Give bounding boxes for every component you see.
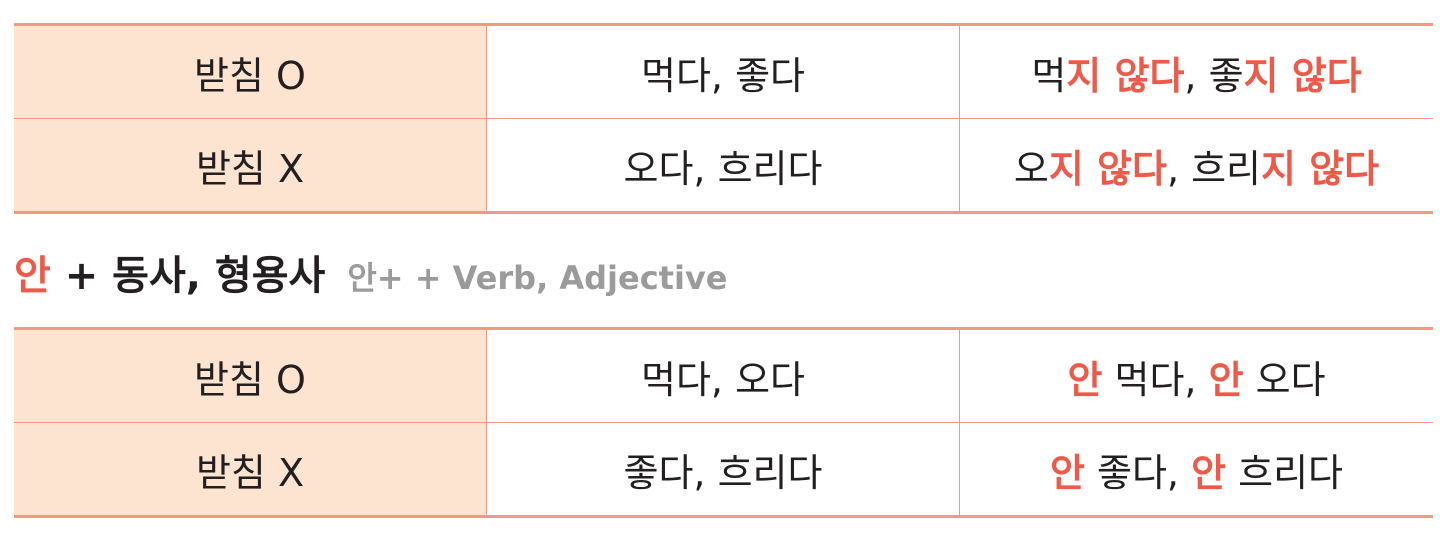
- negated-segment: , 흐리: [1166, 146, 1262, 191]
- negated-segment-highlight: 안: [1049, 450, 1085, 495]
- negated-segment: 좋다,: [1084, 450, 1192, 495]
- base-form-cell: 좋다, 흐리다: [486, 422, 960, 518]
- batchim-label-cell: 받침 O: [14, 327, 487, 423]
- table-row: 받침 X 좋다, 흐리다 안 좋다, 안 흐리다: [14, 422, 1433, 518]
- negated-segment-highlight: 안: [1067, 357, 1103, 402]
- heading-an: 안: [14, 253, 51, 299]
- heading-subtitle: 안+ + Verb, Adjective: [347, 259, 728, 297]
- table-row: 받침 O 먹다, 오다 안 먹다, 안 오다: [14, 327, 1433, 423]
- negated-form-cell: 오지 않다, 흐리지 않다: [959, 118, 1433, 214]
- table-row: 받침 O 먹다, 좋다 먹지 않다, 좋지 않다: [14, 23, 1433, 119]
- negated-form-cell: 먹지 않다, 좋지 않다: [959, 23, 1433, 119]
- negated-segment-highlight: 지 않다: [1261, 146, 1380, 191]
- negated-form-cell: 안 먹다, 안 오다: [959, 327, 1433, 423]
- negated-segment-highlight: 지 않다: [1066, 53, 1185, 98]
- negated-segment: 먹: [1031, 53, 1067, 98]
- heading-rest: + 동사, 형용사: [50, 253, 326, 299]
- negated-segment-highlight: 안: [1191, 450, 1227, 495]
- negated-segment: 오: [1013, 146, 1049, 191]
- base-form-cell: 먹다, 오다: [486, 327, 960, 423]
- negated-segment: 먹다,: [1102, 357, 1209, 402]
- heading-title: 안 + 동사, 형용사: [14, 243, 325, 301]
- negated-segment-highlight: 지 않다: [1048, 146, 1167, 191]
- negated-segment-highlight: 지 않다: [1243, 53, 1362, 98]
- negated-segment-highlight: 안: [1208, 357, 1244, 402]
- base-form-cell: 먹다, 좋다: [486, 23, 960, 119]
- negated-segment: 오다: [1243, 357, 1326, 402]
- table-row: 받침 X 오다, 흐리다 오지 않다, 흐리지 않다: [14, 118, 1433, 214]
- negation-table-an: 받침 O 먹다, 오다 안 먹다, 안 오다 받침 X 좋다, 흐리다 안 좋다…: [14, 327, 1433, 518]
- base-form-cell: 오다, 흐리다: [486, 118, 960, 214]
- negated-segment: 흐리다: [1226, 450, 1344, 495]
- section-heading: 안 + 동사, 형용사 안+ + Verb, Adjective: [14, 243, 728, 303]
- negated-form-cell: 안 좋다, 안 흐리다: [959, 422, 1433, 518]
- negated-segment: , 좋: [1184, 53, 1244, 98]
- batchim-label-cell: 받침 O: [14, 23, 487, 119]
- batchim-label-cell: 받침 X: [14, 422, 487, 518]
- batchim-label-cell: 받침 X: [14, 118, 487, 214]
- negation-table-ji-anta: 받침 O 먹다, 좋다 먹지 않다, 좋지 않다 받침 X 오다, 흐리다 오지…: [14, 23, 1433, 214]
